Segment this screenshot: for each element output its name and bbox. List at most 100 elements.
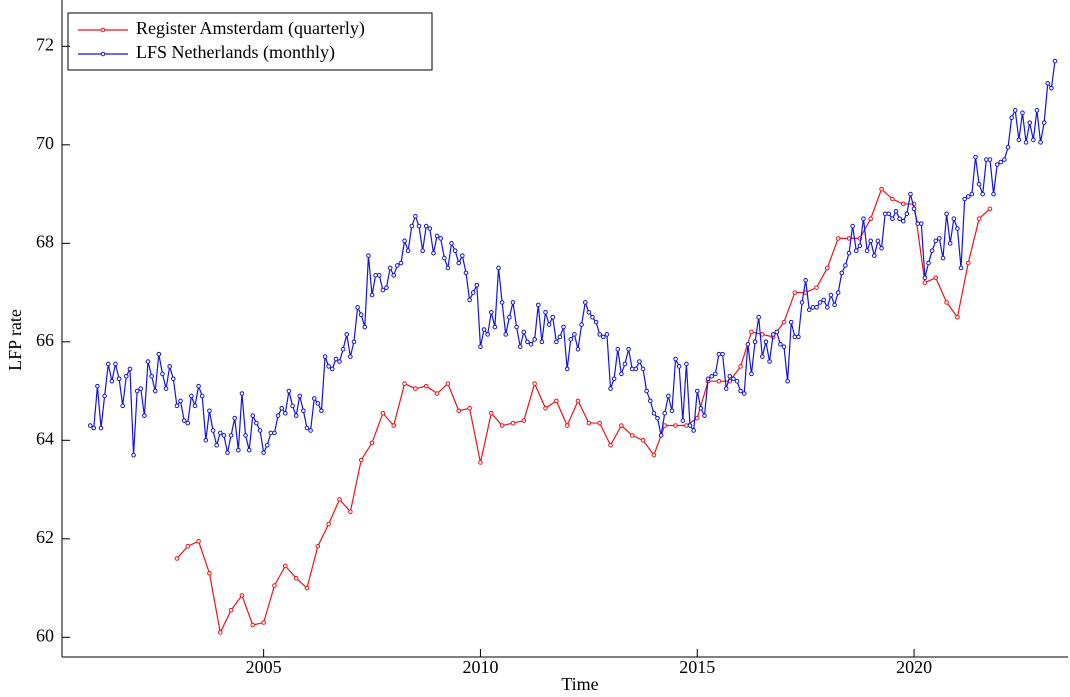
- point: [857, 243, 863, 249]
- point: [922, 275, 928, 281]
- point: [749, 371, 754, 377]
- point: [138, 386, 144, 391]
- point: [658, 433, 664, 438]
- point: [510, 420, 516, 426]
- point: [174, 556, 180, 561]
- point: [225, 450, 230, 455]
- point: [326, 521, 331, 527]
- point: [254, 420, 259, 426]
- point: [181, 418, 187, 423]
- y-axis-label: LFP rate: [5, 309, 25, 371]
- point: [485, 332, 490, 337]
- point: [796, 334, 801, 340]
- legend-marker: [100, 27, 106, 33]
- point: [239, 391, 245, 396]
- point: [615, 346, 621, 352]
- point: [376, 273, 382, 278]
- point: [720, 351, 725, 357]
- point: [178, 398, 183, 404]
- point: [228, 433, 234, 438]
- point: [629, 433, 635, 438]
- point: [521, 329, 527, 335]
- point: [456, 408, 462, 414]
- point: [846, 250, 852, 256]
- point: [987, 206, 993, 212]
- x-axis-label: Time: [561, 674, 598, 694]
- point: [828, 292, 834, 298]
- point: [268, 430, 274, 436]
- point: [969, 191, 975, 197]
- point: [669, 408, 675, 414]
- point: [373, 273, 378, 278]
- point: [1009, 115, 1014, 121]
- point: [947, 241, 953, 246]
- point: [319, 408, 324, 414]
- point: [554, 339, 559, 345]
- point: [467, 297, 472, 303]
- point: [1038, 140, 1043, 145]
- point: [499, 300, 505, 305]
- point: [850, 223, 855, 229]
- point: [763, 339, 769, 345]
- point: [770, 332, 776, 337]
- point: [893, 209, 899, 214]
- point: [196, 383, 201, 389]
- point: [651, 410, 657, 416]
- point: [554, 398, 559, 404]
- point: [944, 300, 949, 305]
- point: [792, 290, 798, 295]
- point: [196, 538, 201, 544]
- point: [651, 452, 657, 458]
- point: [1049, 85, 1054, 91]
- point: [207, 570, 212, 576]
- point: [478, 460, 483, 465]
- point: [228, 607, 234, 613]
- point: [853, 248, 859, 254]
- point: [264, 442, 270, 448]
- point: [879, 186, 884, 192]
- point: [1034, 108, 1040, 113]
- point: [387, 265, 393, 271]
- point: [1045, 80, 1051, 86]
- point: [355, 305, 360, 310]
- legend-label: Register Amsterdam (quarterly): [136, 18, 365, 39]
- point: [521, 418, 527, 423]
- point: [608, 442, 613, 448]
- point: [994, 162, 1000, 167]
- point: [835, 236, 841, 241]
- point: [662, 410, 668, 416]
- point: [557, 334, 563, 340]
- point: [496, 265, 501, 271]
- point: [257, 428, 263, 433]
- point: [304, 585, 310, 591]
- point: [91, 425, 97, 431]
- point: [814, 285, 819, 290]
- point: [510, 300, 516, 305]
- point: [326, 364, 331, 369]
- point: [134, 388, 140, 394]
- point: [250, 413, 256, 418]
- point: [438, 236, 443, 241]
- point: [456, 260, 462, 266]
- point: [174, 403, 180, 409]
- point: [474, 282, 480, 288]
- point: [713, 371, 718, 377]
- point: [492, 324, 498, 330]
- point: [517, 344, 523, 350]
- point: [297, 393, 303, 399]
- point: [405, 248, 411, 254]
- legend-box: [67, 12, 433, 71]
- point: [1020, 110, 1025, 116]
- point: [427, 226, 433, 231]
- point: [933, 238, 939, 244]
- point: [488, 309, 494, 315]
- point: [640, 438, 646, 443]
- point: [290, 403, 295, 409]
- point: [897, 216, 902, 221]
- y-tick-label: 66: [36, 330, 54, 350]
- point: [955, 314, 960, 320]
- point: [929, 248, 935, 254]
- point: [1012, 108, 1018, 113]
- point: [633, 366, 639, 372]
- point: [113, 361, 118, 367]
